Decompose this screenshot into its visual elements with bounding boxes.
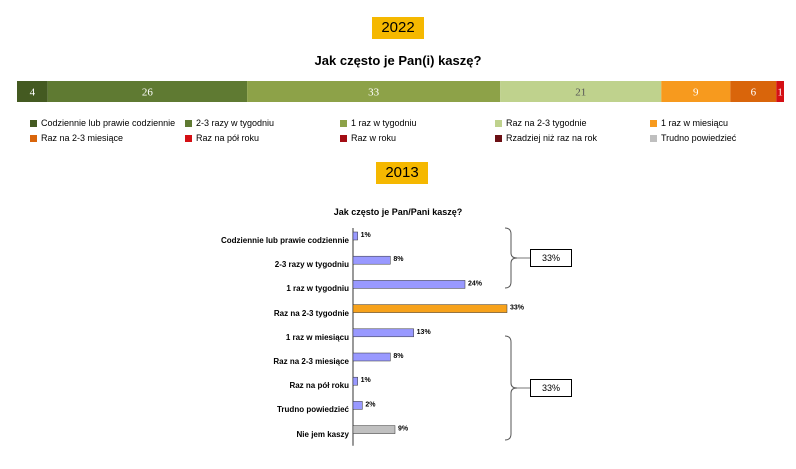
bar-value-label: 24% [468,280,483,287]
bar-value-label: 13% [417,329,432,336]
year-label-2013: 2013 [376,162,428,184]
stack-segment [661,81,731,102]
category-label: Raz na 2-3 tygodnie [273,308,349,318]
legend-swatch [30,134,37,142]
bar [352,231,358,241]
legend-item: Rzadziej niż raz na rok [495,133,597,143]
bar [352,255,391,265]
stack-segment-label: 9 [693,87,699,99]
legend-label: Codziennie lub prawie codziennie [41,118,176,128]
stack-segment [247,81,501,102]
bracket [504,227,518,289]
stacked-bar-chart-2022: 4 26 33 21 9 6 1 [17,81,784,102]
bar [352,280,466,289]
stack-segment-label: 4 [30,87,36,99]
legend-swatch [495,134,502,142]
legend-label: Rzadziej niż raz na rok [506,133,598,143]
category-label: Raz na 2-3 miesiące [273,357,349,366]
stack-segment [776,81,784,102]
bar-value-label: 9% [398,426,409,433]
legend-label: Raz na 2-3 miesiące [41,133,124,143]
legend-swatch [650,119,657,127]
bar-value-label: 1% [361,232,372,239]
stack-segment [500,81,662,102]
bar-value-label: 8% [393,256,404,263]
stack-segment-label: 26 [142,87,154,99]
stack-segment [17,81,48,102]
category-label: Trudno powiedzieć [276,405,349,415]
legend-item: Raz na 2-3 miesiące [30,133,123,143]
legend-label: 1 raz w miesiącu [661,118,729,128]
legend-label: Raz na pół roku [196,133,260,143]
stack-segment-label: 6 [751,87,757,99]
legend-swatch [340,119,347,127]
bar [352,425,396,434]
stack-segment-label: 21 [575,87,586,99]
bar [352,328,414,338]
legend-item: 1 raz w tygodniu [340,118,417,128]
stack-segment [47,81,248,102]
bar [352,304,508,313]
legend-item: Codziennie lub prawie codziennie [30,118,175,128]
category-label: Raz na pół roku [289,381,349,391]
bracket-label-bottom: 33% [530,379,572,397]
category-label: Nie jem kaszy [296,429,349,439]
legend-label: Raz w roku [351,133,397,143]
bar-value-label: 1% [361,377,372,384]
bar-value-label: 8% [393,353,404,360]
bar [352,401,363,410]
stack-segment [730,81,777,102]
legend-swatch [185,134,192,142]
legend-item: Trudno powiedzieć [650,133,736,143]
bracket [504,335,518,441]
chart-title-2022: Jak często je Pan(i) kaszę? [314,53,482,68]
legend-label: 2-3 razy w tygodniu [196,118,275,128]
category-label: 1 raz w miesiącu [285,332,349,342]
stack-segment-label: 1 [777,87,783,99]
category-label: Codziennie lub prawie codziennie [220,236,349,245]
year-label-2022: 2022 [372,17,424,39]
legend-item: Raz na 2-3 tygodnie [495,118,587,128]
legend-swatch [185,119,192,127]
legend-label: 1 raz w tygodniu [351,118,417,128]
legend-label: Trudno powiedzieć [661,133,737,143]
bar-value-label: 2% [365,401,376,408]
bar [352,352,391,362]
legend-swatch [30,119,37,127]
legend-swatch [340,134,347,142]
legend-label: Raz na 2-3 tygodnie [506,118,587,128]
legend-swatch [495,119,502,127]
legend-swatch [650,134,657,142]
bar-value-label: 33% [510,305,525,312]
category-label: 2-3 razy w tygodniu [274,260,349,270]
legend-item: 2-3 razy w tygodniu [185,118,274,128]
legend-item: Raz w roku [340,133,396,143]
bracket-label-top: 33% [530,249,572,267]
chart-title-2013: Jak często je Pan/Pani kaszę? [333,207,463,217]
legend-item: Raz na pół roku [185,133,259,143]
bar [352,376,358,386]
legend-item: 1 raz w miesiącu [650,118,728,128]
category-label: 1 raz w tygodniu [286,284,349,294]
stack-segment-label: 33 [368,87,380,99]
